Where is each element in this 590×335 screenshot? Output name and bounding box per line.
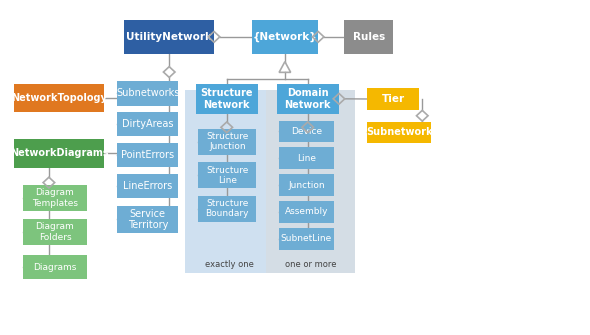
FancyBboxPatch shape xyxy=(279,121,334,142)
FancyBboxPatch shape xyxy=(279,147,334,169)
Text: Structure
Junction: Structure Junction xyxy=(206,132,248,151)
Text: Service
Territory: Service Territory xyxy=(127,209,168,230)
Text: one or more: one or more xyxy=(284,260,336,269)
Text: Subnetworks: Subnetworks xyxy=(116,88,179,98)
Text: Structure
Line: Structure Line xyxy=(206,165,248,185)
Text: DirtyAreas: DirtyAreas xyxy=(122,119,173,129)
Text: exactly one: exactly one xyxy=(205,260,254,269)
Text: Diagram
Templates: Diagram Templates xyxy=(32,188,78,208)
FancyBboxPatch shape xyxy=(198,162,256,188)
Text: LineErrors: LineErrors xyxy=(123,181,172,191)
Text: Domain
Network: Domain Network xyxy=(284,88,331,110)
Text: Tier: Tier xyxy=(382,94,405,104)
FancyBboxPatch shape xyxy=(15,139,104,168)
Text: Subnetwork: Subnetwork xyxy=(366,128,432,137)
Text: Rules: Rules xyxy=(353,32,385,42)
FancyBboxPatch shape xyxy=(279,201,334,223)
Text: SubnetLine: SubnetLine xyxy=(281,234,332,243)
Text: {Network}: {Network} xyxy=(253,32,317,42)
Text: Assembly: Assembly xyxy=(284,207,328,216)
FancyBboxPatch shape xyxy=(195,84,258,114)
FancyBboxPatch shape xyxy=(266,90,355,273)
Text: Diagram
Folders: Diagram Folders xyxy=(35,222,74,242)
FancyBboxPatch shape xyxy=(23,219,87,245)
FancyBboxPatch shape xyxy=(251,20,318,54)
FancyBboxPatch shape xyxy=(117,143,178,167)
FancyBboxPatch shape xyxy=(344,20,394,54)
Text: Junction: Junction xyxy=(288,181,325,190)
Text: Diagrams: Diagrams xyxy=(33,263,77,272)
FancyBboxPatch shape xyxy=(23,185,87,211)
Text: NetworkDiagrams: NetworkDiagrams xyxy=(10,148,109,158)
Text: PointErrors: PointErrors xyxy=(121,150,175,160)
FancyBboxPatch shape xyxy=(368,122,431,143)
FancyBboxPatch shape xyxy=(277,84,339,114)
Text: Structure
Network: Structure Network xyxy=(201,88,253,110)
Text: UtilityNetwork: UtilityNetwork xyxy=(126,32,212,42)
FancyBboxPatch shape xyxy=(279,228,334,250)
FancyBboxPatch shape xyxy=(117,206,178,233)
Text: Device: Device xyxy=(291,127,322,136)
FancyBboxPatch shape xyxy=(124,20,214,54)
FancyBboxPatch shape xyxy=(368,88,419,110)
FancyBboxPatch shape xyxy=(279,174,334,196)
Text: Line: Line xyxy=(297,154,316,163)
FancyBboxPatch shape xyxy=(15,84,104,112)
FancyBboxPatch shape xyxy=(117,112,178,136)
Text: NetworkTopology: NetworkTopology xyxy=(11,93,107,103)
FancyBboxPatch shape xyxy=(198,196,256,222)
FancyBboxPatch shape xyxy=(117,81,178,106)
FancyBboxPatch shape xyxy=(117,174,178,198)
FancyBboxPatch shape xyxy=(23,255,87,279)
FancyBboxPatch shape xyxy=(185,90,274,273)
FancyBboxPatch shape xyxy=(198,129,256,155)
Text: Structure
Boundary: Structure Boundary xyxy=(205,199,249,218)
